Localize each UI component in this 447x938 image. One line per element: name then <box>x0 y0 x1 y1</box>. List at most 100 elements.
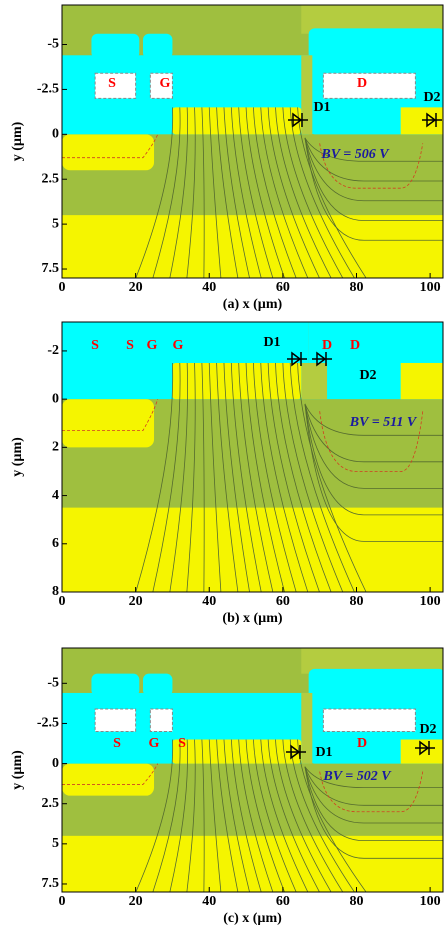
y-tick-label: 0 <box>52 391 59 406</box>
contour-line <box>304 403 443 489</box>
contour-line <box>304 766 443 824</box>
contour-line <box>304 403 443 463</box>
contour-line <box>135 362 174 592</box>
x-tick-label: 60 <box>276 894 290 909</box>
contour-line <box>253 107 297 278</box>
bv-label: BV = 506 V <box>320 147 390 162</box>
annotation: D <box>357 76 367 91</box>
bv-label: BV = 502 V <box>322 769 392 784</box>
contour-line <box>260 739 309 892</box>
electrode-box <box>94 708 137 732</box>
contour-line <box>282 362 344 592</box>
x-tick-label: 100 <box>420 894 441 909</box>
y-tick-label: 7.5 <box>42 261 60 276</box>
contour-line <box>169 362 188 592</box>
depletion-edge <box>62 134 159 159</box>
annotation: D2 <box>359 368 376 383</box>
contour-line <box>208 362 222 592</box>
plot-body <box>62 322 443 592</box>
contour-line <box>267 739 320 892</box>
depletion-edge <box>319 771 424 813</box>
plot-body <box>62 648 443 892</box>
annotation: G <box>147 338 158 353</box>
contour-line <box>289 107 355 278</box>
x-tick-label: 80 <box>349 280 363 295</box>
contour-line <box>275 107 332 278</box>
annotation: S <box>113 736 121 751</box>
electrode-box <box>322 72 416 99</box>
x-tick-label: 100 <box>420 280 441 295</box>
contour-line <box>230 362 262 592</box>
contour-line <box>304 403 443 436</box>
oxide-bump <box>142 33 173 59</box>
contour-line <box>230 107 262 278</box>
source-well <box>62 399 155 448</box>
contour-line <box>201 739 205 892</box>
depletion-edge <box>319 411 424 472</box>
contour-line <box>275 739 332 892</box>
y-tick-label: 0 <box>52 756 59 771</box>
annotation: D2 <box>419 722 436 737</box>
y-tick-label: 5 <box>52 216 59 231</box>
oxide-bump <box>91 33 140 59</box>
contour-line <box>297 107 367 278</box>
oxide-bump <box>91 673 140 697</box>
annotation: S <box>91 338 99 353</box>
x-tick-label: 100 <box>420 594 441 609</box>
contour-line <box>253 362 297 592</box>
plate-edge <box>301 362 328 400</box>
y-tick-label: 2.5 <box>42 171 60 186</box>
x-axis-label: (a) x (µm) <box>223 297 283 312</box>
bv-label: BV = 511 V <box>349 415 418 430</box>
contour-line <box>304 766 443 859</box>
x-tick-label: 60 <box>276 280 290 295</box>
panel: 0 20 40 60 80 100 -5 -2.5 0 2.5 5 7.5 (a) x (µm) y (µ… <box>10 4 444 312</box>
diode-symbol <box>286 744 306 760</box>
x-tick-label: 0 <box>59 280 66 295</box>
y-tick-label: 8 <box>52 584 59 599</box>
contour-line <box>230 739 262 892</box>
contour-line <box>208 107 222 278</box>
contour-line <box>275 362 332 592</box>
y-tick-label: -2 <box>47 343 59 358</box>
y-tick-label: 2 <box>52 440 59 455</box>
contour-line <box>169 107 188 278</box>
source-well <box>62 134 155 171</box>
y-axis-label: y (µm) <box>10 437 25 477</box>
diode-symbol <box>415 740 435 756</box>
y-tick-label: 7.5 <box>42 876 60 891</box>
contour-line <box>169 739 188 892</box>
diode-symbol <box>422 112 442 128</box>
contour-line <box>304 403 443 516</box>
x-tick-label: 20 <box>129 280 143 295</box>
annotation: D <box>322 338 332 353</box>
contour-line <box>289 362 355 592</box>
contour-line <box>304 137 443 202</box>
y-tick-label: 2.5 <box>42 796 60 811</box>
contour-line <box>216 739 239 892</box>
electrode-box <box>94 72 137 99</box>
contour-line <box>267 107 320 278</box>
contour-line <box>282 107 344 278</box>
y-tick-label: 4 <box>52 488 59 503</box>
diode-symbol <box>288 112 308 128</box>
depletion-edge <box>62 763 159 785</box>
contour-line <box>304 403 443 542</box>
annotation: G <box>149 736 160 751</box>
contour-line <box>253 739 297 892</box>
annotation: D2 <box>423 90 440 105</box>
x-axis-label: (c) x (µm) <box>223 911 282 926</box>
contour-line <box>304 137 443 241</box>
depletion-edge <box>62 399 159 431</box>
annotation: S <box>108 76 116 91</box>
plot-body <box>62 5 443 278</box>
plot-frame <box>61 321 444 593</box>
contour-line <box>238 739 274 892</box>
depletion-edge <box>319 143 424 189</box>
source-well <box>62 763 155 796</box>
contour-line <box>201 107 205 278</box>
y-tick-label: 5 <box>52 836 59 851</box>
contour-line <box>260 107 309 278</box>
x-tick-label: 0 <box>59 594 66 609</box>
